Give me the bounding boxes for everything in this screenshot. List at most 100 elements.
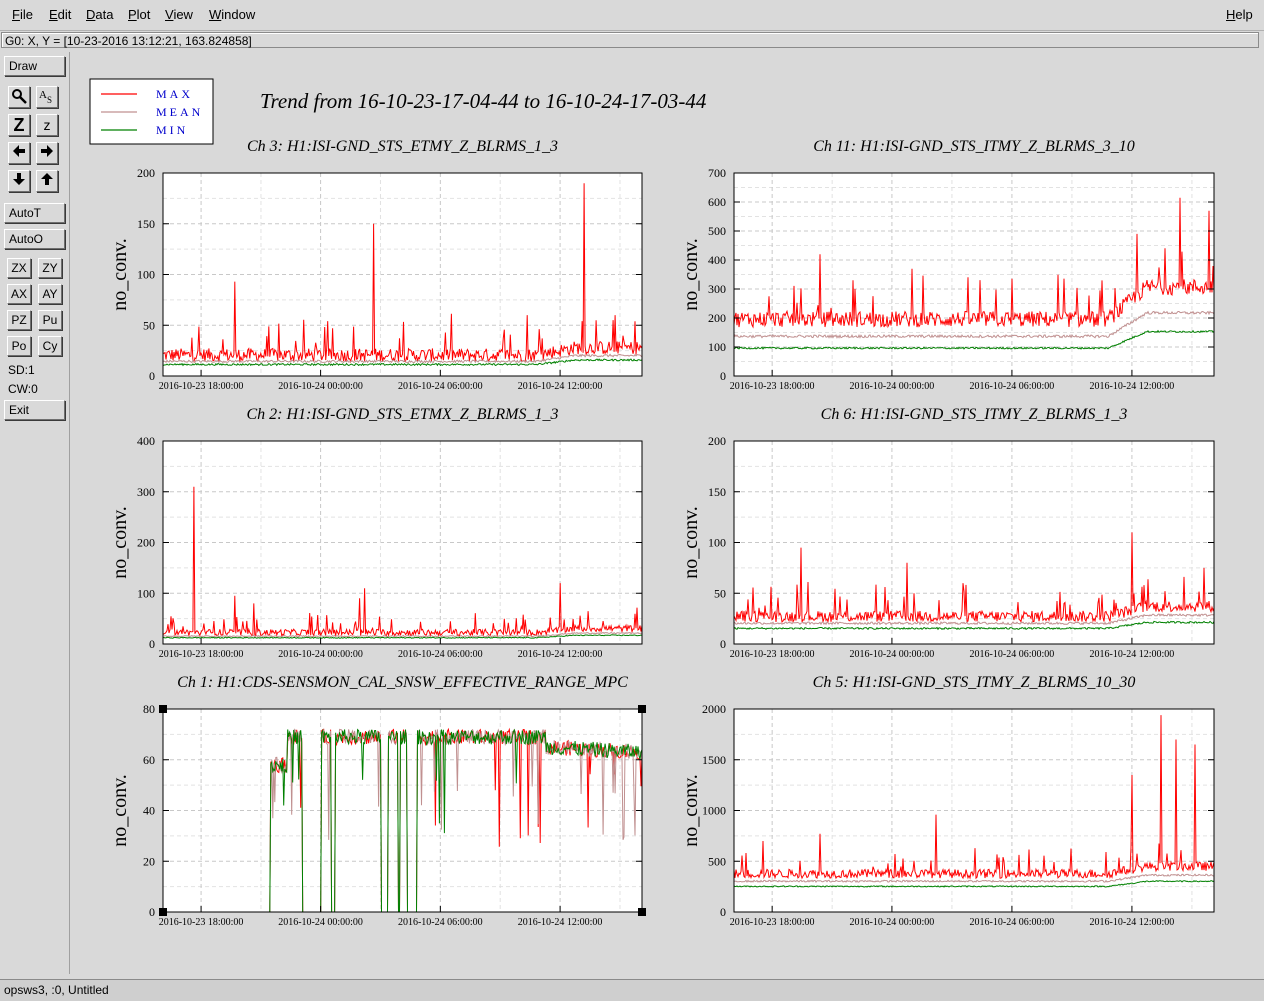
menu-help[interactable]: Help	[1226, 7, 1253, 22]
draw-button[interactable]: Draw	[4, 56, 65, 76]
x-tick-label: 2016-10-23 18:00:00	[730, 649, 815, 660]
cy-button[interactable]: Cy	[38, 336, 62, 356]
x-tick-label: 2016-10-24 12:00:00	[1090, 917, 1175, 928]
sd-label: SD:1	[8, 363, 35, 377]
x-tick-label: 2016-10-24 12:00:00	[518, 917, 603, 928]
arrow-right-icon[interactable]	[36, 142, 58, 164]
x-tick-label: 2016-10-24 00:00:00	[850, 381, 935, 392]
selection-handle[interactable]	[638, 908, 646, 916]
y-tick-label: 150	[137, 217, 155, 231]
zoom-in-icon[interactable]: Z	[8, 114, 30, 136]
x-tick-label: 2016-10-24 06:00:00	[970, 381, 1055, 392]
series-max	[733, 532, 1215, 624]
y-tick-label: 200	[137, 166, 155, 180]
zy-button[interactable]: ZY	[38, 258, 62, 278]
menu-data[interactable]: Data	[86, 7, 114, 22]
y-tick-label: 300	[137, 485, 155, 499]
autot-button[interactable]: AutoT	[4, 203, 65, 223]
y-tick-label: 0	[720, 369, 726, 383]
x-tick-label: 2016-10-23 18:00:00	[730, 917, 815, 928]
y-tick-label: 0	[149, 905, 155, 919]
menu-file[interactable]: File	[12, 7, 33, 22]
x-tick-label: 2016-10-24 00:00:00	[278, 381, 363, 392]
y-tick-label: 200	[137, 536, 155, 550]
menu-edit[interactable]: Edit	[49, 7, 72, 22]
menu-plot[interactable]: Plot	[128, 7, 151, 22]
plot-canvas[interactable]: MAX MEAN MIN Trend from 16-10-23-17-04-44 t…	[70, 52, 1264, 974]
chart-title: Ch 5: H1:ISI-GND_STS_ITMY_Z_BLRMS_10_30	[813, 674, 1136, 691]
x-tick-label: 2016-10-23 18:00:00	[730, 381, 815, 392]
y-tick-label: 50	[143, 318, 155, 332]
ay-button[interactable]: AY	[38, 284, 62, 304]
y-axis-label: no_conv.	[109, 774, 131, 847]
chart-title: Ch 6: H1:ISI-GND_STS_ITMY_Z_BLRMS_1_3	[821, 406, 1128, 423]
chart-title: Ch 1: H1:CDS-SENSMON_CAL_SNSW_EFFECTIVE_…	[177, 674, 628, 691]
y-axis-label: no_conv.	[109, 506, 131, 579]
status-bar: opsws3, :0, Untitled	[0, 979, 1264, 1001]
autoo-button[interactable]: AutoO	[4, 229, 65, 249]
y-tick-label: 100	[137, 586, 155, 600]
y-tick-label: 0	[149, 369, 155, 383]
y-tick-label: 80	[143, 702, 155, 716]
series-max	[162, 183, 643, 364]
selection-handle[interactable]	[638, 705, 646, 713]
chart-panel-4[interactable]: Ch 6: H1:ISI-GND_STS_ITMY_Z_BLRMS_1_3 0 50…	[680, 406, 1215, 660]
arrow-down-icon[interactable]	[8, 170, 30, 192]
selection-handle[interactable]	[159, 705, 167, 713]
y-tick-label: 2000	[702, 702, 726, 716]
series-min	[733, 329, 1215, 350]
zx-button[interactable]: ZX	[7, 258, 31, 278]
x-tick-label: 2016-10-24 06:00:00	[970, 917, 1055, 928]
magnify-icon[interactable]	[8, 86, 30, 108]
menu-window[interactable]: Window	[209, 7, 256, 22]
selection-handle[interactable]	[159, 908, 167, 916]
series-mean	[733, 310, 1215, 339]
x-tick-label: 2016-10-24 00:00:00	[850, 649, 935, 660]
cw-label: CW:0	[8, 382, 38, 396]
legend-label-mean: MEAN	[156, 105, 203, 119]
legend-label-min: MIN	[156, 123, 188, 137]
y-tick-label: 400	[708, 253, 726, 267]
ax-button[interactable]: AX	[7, 284, 31, 304]
y-tick-label: 600	[708, 195, 726, 209]
series-max	[733, 715, 1215, 880]
y-tick-label: 100	[708, 536, 726, 550]
x-tick-label: 2016-10-24 06:00:00	[398, 917, 483, 928]
y-tick-label: 400	[137, 434, 155, 448]
series-mean	[162, 631, 643, 638]
y-axis-label: no_conv.	[680, 238, 702, 311]
arrow-left-icon[interactable]	[8, 142, 30, 164]
y-tick-label: 200	[708, 434, 726, 448]
chart-title: Ch 3: H1:ISI-GND_STS_ETMY_Z_BLRMS_1_3	[247, 138, 558, 155]
x-tick-label: 2016-10-24 12:00:00	[1090, 649, 1175, 660]
y-axis-label: no_conv.	[680, 506, 702, 579]
plot-svg[interactable]: MAX MEAN MIN Trend from 16-10-23-17-04-44 t…	[70, 52, 1264, 974]
po-button[interactable]: Po	[7, 336, 31, 356]
x-tick-label: 2016-10-24 06:00:00	[398, 649, 483, 660]
arrow-up-icon[interactable]	[36, 170, 58, 192]
chart-panel-5[interactable]: Ch 1: H1:CDS-SENSMON_CAL_SNSW_EFFECTIVE_…	[109, 674, 646, 928]
menu-view[interactable]: View	[165, 7, 193, 22]
chart-panel-6[interactable]: Ch 5: H1:ISI-GND_STS_ITMY_Z_BLRMS_10_30 0…	[680, 674, 1215, 928]
svg-text:A: A	[39, 89, 47, 101]
y-tick-label: 40	[143, 804, 155, 818]
y-tick-label: 0	[720, 637, 726, 651]
chart-panel-2[interactable]: Ch 11: H1:ISI-GND_STS_ITMY_Z_BLRMS_3_10 0…	[680, 138, 1215, 392]
zoom-out-icon[interactable]: z	[36, 114, 58, 136]
y-tick-label: 700	[708, 166, 726, 180]
series-max	[162, 486, 643, 638]
y-tick-label: 300	[708, 282, 726, 296]
x-tick-label: 2016-10-24 12:00:00	[1090, 381, 1175, 392]
exit-button[interactable]: Exit	[4, 400, 65, 420]
x-tick-label: 2016-10-24 06:00:00	[970, 649, 1055, 660]
series-min	[733, 620, 1215, 631]
pu-button[interactable]: Pu	[38, 310, 62, 330]
x-tick-label: 2016-10-24 06:00:00	[398, 381, 483, 392]
cursor-coordinate-readout: G0: X, Y = [10-23-2016 13:12:21, 163.824…	[1, 32, 1259, 48]
y-tick-label: 50	[714, 586, 726, 600]
chart-panel-3[interactable]: Ch 2: H1:ISI-GND_STS_ETMX_Z_BLRMS_1_3 0 10…	[109, 406, 643, 660]
pz-button[interactable]: PZ	[7, 310, 31, 330]
chart-panel-1[interactable]: Ch 3: H1:ISI-GND_STS_ETMY_Z_BLRMS_1_3 0 50…	[109, 138, 643, 392]
